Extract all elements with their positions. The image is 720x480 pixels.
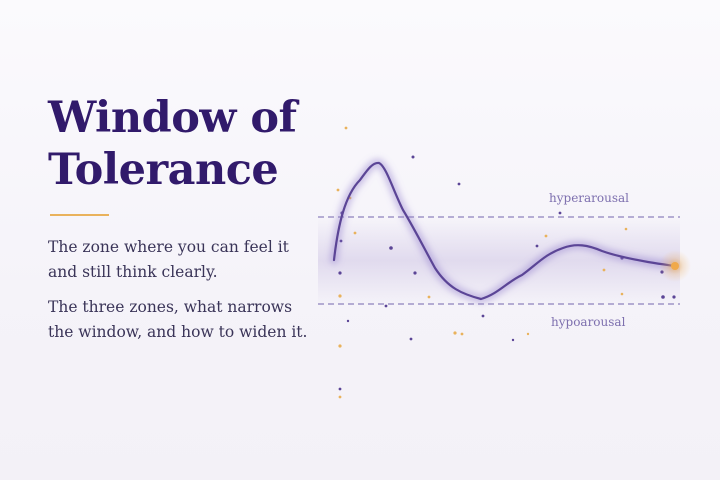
scatter-dot <box>338 387 342 391</box>
intro-paragraph: The zone where you can feel it and still… <box>48 235 328 285</box>
title-line-1: Window of <box>48 93 297 143</box>
hyperarousal-label: hyperarousal <box>549 191 629 205</box>
scatter-dot <box>384 304 388 308</box>
scatter-dot <box>336 188 340 192</box>
scatter-dot <box>338 344 342 348</box>
scatter-dot <box>511 338 515 342</box>
scatter-dot <box>526 332 530 336</box>
arousal-curve <box>332 161 677 301</box>
detail-line-1: The three zones, what narrows <box>48 298 293 316</box>
scatter-dot <box>344 126 348 130</box>
scatter-dot <box>427 295 431 299</box>
scatter-dot <box>535 244 539 248</box>
scatter-dot <box>602 268 606 272</box>
scatter-dot <box>624 227 628 231</box>
scatter-dot <box>457 182 461 186</box>
detail-paragraph: The three zones, what narrows the window… <box>48 295 328 345</box>
scatter-dot <box>413 271 417 275</box>
scatter-dot <box>544 234 548 238</box>
scatter-dot <box>411 155 415 159</box>
scatter-dot <box>346 319 350 323</box>
scatter-dot <box>558 211 562 215</box>
page-title: Window of Tolerance <box>48 92 297 196</box>
curve-end-marker <box>671 262 679 270</box>
scatter-dot <box>338 395 342 399</box>
scatter-dot <box>453 331 457 335</box>
scatter-dot <box>661 295 665 299</box>
scatter-dot <box>672 295 676 299</box>
scatter-dot <box>338 271 342 275</box>
hypoarousal-label: hypoarousal <box>551 315 626 329</box>
detail-line-2: the window, and how to widen it. <box>48 323 308 341</box>
scatter-dot <box>620 292 624 296</box>
scatter-dot <box>409 337 413 341</box>
intro-line-1: The zone where you can feel it <box>48 238 289 256</box>
scatter-dot <box>389 246 393 250</box>
intro-line-2: and still think clearly. <box>48 263 218 281</box>
scatter-dot <box>338 294 342 298</box>
scatter-dot <box>481 314 485 318</box>
scatter-dot <box>353 231 357 235</box>
accent-divider <box>50 214 109 216</box>
scatter-dot <box>460 332 464 336</box>
title-line-2: Tolerance <box>48 145 279 195</box>
